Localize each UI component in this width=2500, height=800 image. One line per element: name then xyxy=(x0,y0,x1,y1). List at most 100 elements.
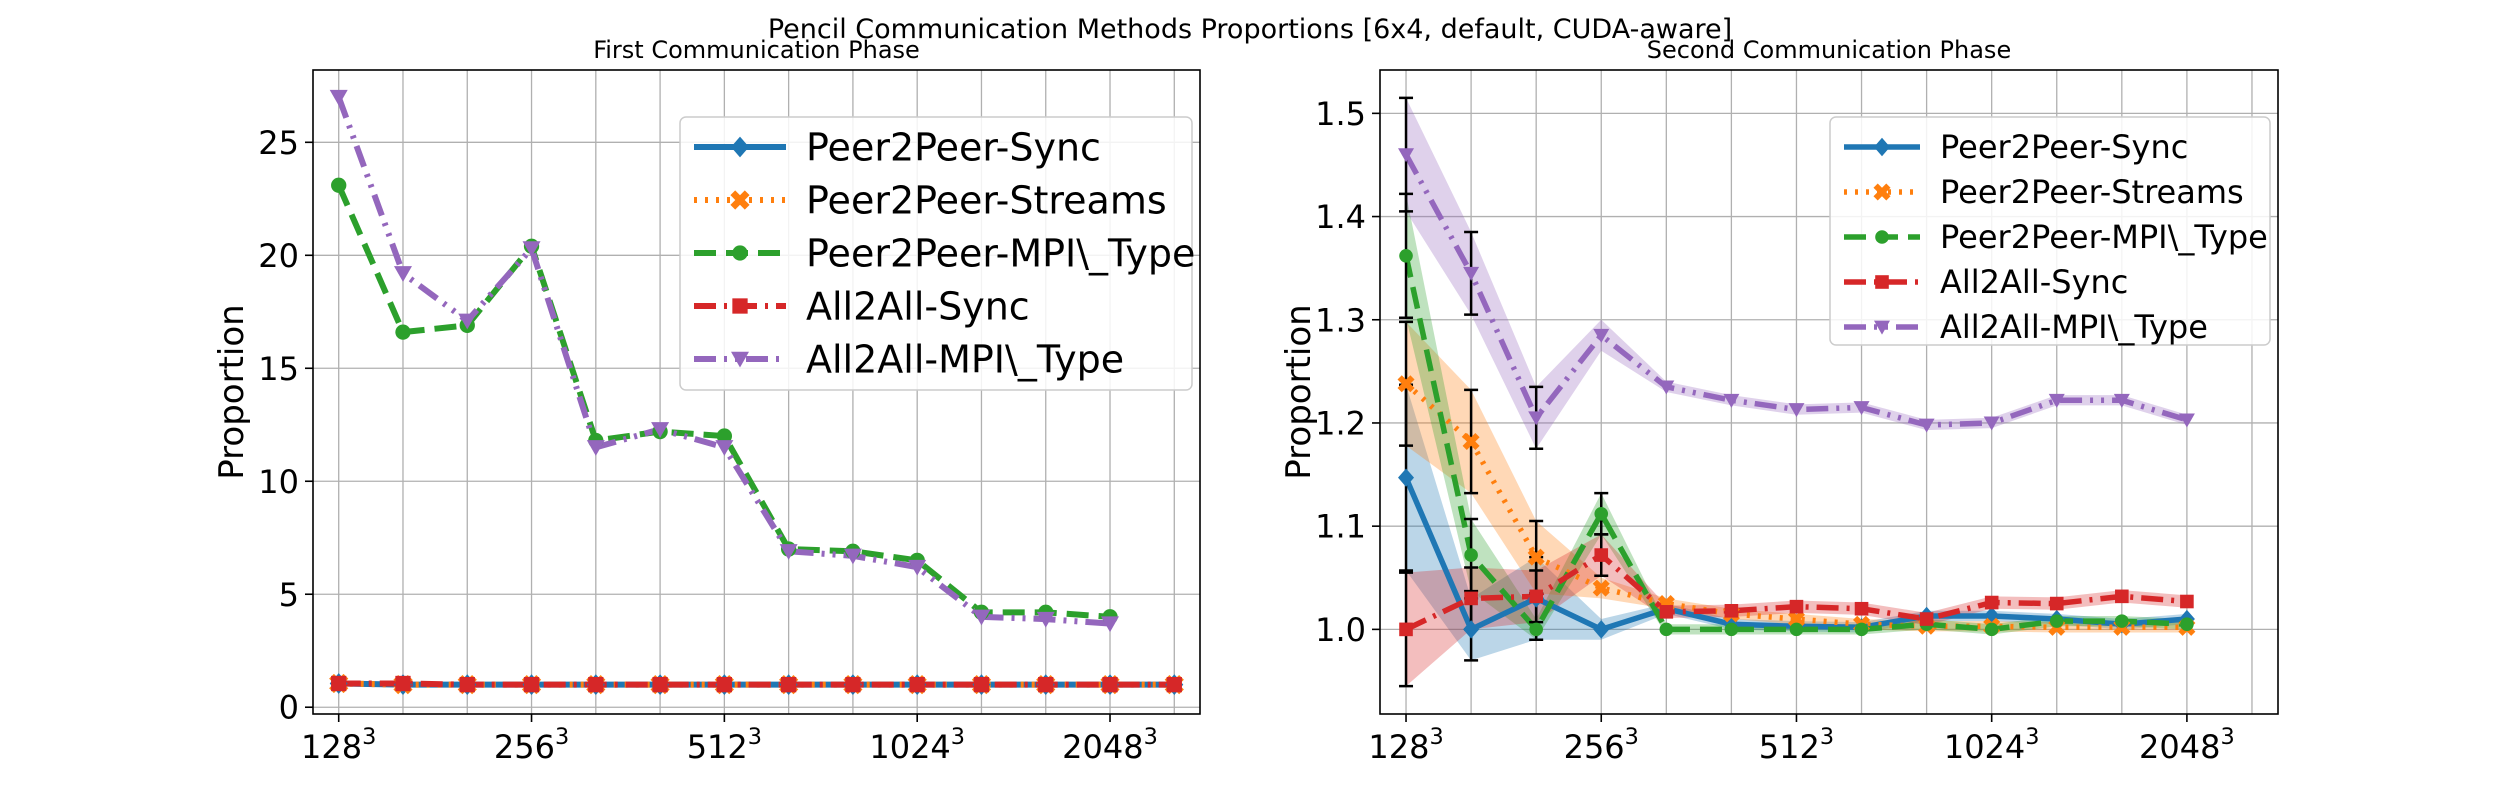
data-point xyxy=(1787,610,1805,628)
x-tick-label: 5123 xyxy=(687,724,762,766)
data-point xyxy=(973,676,990,693)
data-point xyxy=(586,440,605,456)
data-point xyxy=(1102,676,1118,693)
legend-marker xyxy=(731,136,749,158)
y-tick-label: 1.1 xyxy=(1315,508,1366,546)
legend-box xyxy=(679,116,1193,391)
data-point xyxy=(1723,393,1740,408)
data-point xyxy=(1464,591,1478,606)
x-tick-label: 1283 xyxy=(301,724,376,766)
legend-marker xyxy=(1875,230,1889,244)
legend-marker xyxy=(732,298,748,314)
data-point xyxy=(2049,614,2064,628)
legend-marker xyxy=(1874,320,1890,335)
legend-label: All2All-MPI\_Type xyxy=(806,337,1124,381)
error-band xyxy=(1406,384,2187,661)
data-point xyxy=(1854,622,1869,637)
data-point xyxy=(909,676,925,693)
data-point xyxy=(1529,589,1543,604)
axes-frame xyxy=(312,69,1201,715)
data-point xyxy=(652,676,668,693)
data-point xyxy=(1984,622,1999,637)
data-point xyxy=(1593,328,1610,343)
data-point xyxy=(2113,393,2130,408)
data-point xyxy=(1397,375,1415,393)
legend-label: All2All-MPI\_Type xyxy=(1940,308,2208,346)
data-point xyxy=(2049,596,2064,611)
data-point xyxy=(779,544,798,560)
plot-area xyxy=(1397,96,2196,688)
data-point xyxy=(588,676,604,693)
y-tick-label: 1.3 xyxy=(1315,301,1366,339)
data-point xyxy=(1724,622,1739,637)
data-point xyxy=(1854,601,1869,616)
axes-frame xyxy=(1379,69,2279,715)
data-point xyxy=(2115,589,2129,604)
y-tick-label: 5 xyxy=(279,576,299,614)
y-tick-label: 25 xyxy=(258,124,299,162)
data-point xyxy=(2048,393,2065,408)
panel-title: Second Communication Phase xyxy=(1647,36,2011,64)
legend-label: Peer2Peer-Sync xyxy=(806,125,1101,169)
legend-marker xyxy=(731,351,749,368)
data-point xyxy=(2180,617,2194,632)
data-point xyxy=(1398,148,1415,163)
legend: Peer2Peer-Sync Peer2Peer-Streams Peer2Peer… xyxy=(1829,116,2271,346)
series-line xyxy=(338,680,1175,688)
data-point xyxy=(331,675,347,692)
chart-panel-first-phase: 0 5 10 15 20 25 1283 2563 5123 10243 20483 First Co… xyxy=(212,36,1201,766)
legend-label: All2All-Sync xyxy=(806,284,1030,328)
legend-label: Peer2Peer-Streams xyxy=(806,178,1167,222)
data-point xyxy=(1462,433,1480,451)
data-point xyxy=(651,422,670,438)
legend: Peer2Peer-Sync Peer2Peer-Streams Peer2Peer… xyxy=(679,116,1195,391)
data-point xyxy=(845,676,861,693)
legend-label: Peer2Peer-MPI\_Type xyxy=(806,231,1195,275)
data-point xyxy=(459,676,475,693)
data-point xyxy=(1918,418,1935,433)
data-point xyxy=(1983,416,2000,431)
legend-label: All2All-Sync xyxy=(1940,263,2128,301)
data-point xyxy=(458,313,477,330)
data-point xyxy=(1463,620,1480,639)
data-point xyxy=(1527,548,1545,566)
x-tick-label: 20483 xyxy=(2139,724,2235,766)
legend-marker xyxy=(1873,183,1891,201)
data-point xyxy=(780,676,797,693)
y-axis-label: Proportion xyxy=(1279,304,1319,479)
data-point xyxy=(1166,676,1182,693)
data-point xyxy=(715,440,734,456)
data-point xyxy=(1919,612,1934,626)
x-tick-label: 20483 xyxy=(1062,724,1158,766)
x-tick-label: 2563 xyxy=(494,724,569,766)
data-point xyxy=(2178,413,2195,428)
data-point xyxy=(1853,401,1870,416)
x-tick-label: 2563 xyxy=(1564,724,1639,766)
plot-area xyxy=(329,89,1184,695)
data-point xyxy=(393,266,412,282)
y-tick-label: 15 xyxy=(258,350,299,388)
legend-marker xyxy=(730,190,750,210)
data-point xyxy=(908,559,927,576)
data-point xyxy=(1593,620,1610,639)
x-tick-label: 5123 xyxy=(1759,724,1834,766)
data-point xyxy=(1399,622,1413,637)
data-point xyxy=(329,89,348,106)
y-tick-label: 10 xyxy=(258,463,299,501)
legend-marker xyxy=(1875,275,1889,289)
data-point xyxy=(395,675,411,692)
data-point xyxy=(1529,622,1543,637)
data-point xyxy=(843,548,862,565)
data-point xyxy=(1788,403,1805,418)
x-tick-label: 10243 xyxy=(869,724,965,766)
data-point xyxy=(972,609,991,626)
data-point xyxy=(1399,248,1413,263)
data-point xyxy=(1658,380,1675,395)
data-point xyxy=(1528,411,1545,426)
y-tick-label: 0 xyxy=(279,689,299,727)
legend-marker xyxy=(1874,137,1890,157)
data-point xyxy=(1101,616,1120,633)
data-point xyxy=(1984,595,1999,610)
y-tick-label: 1.5 xyxy=(1315,95,1366,133)
